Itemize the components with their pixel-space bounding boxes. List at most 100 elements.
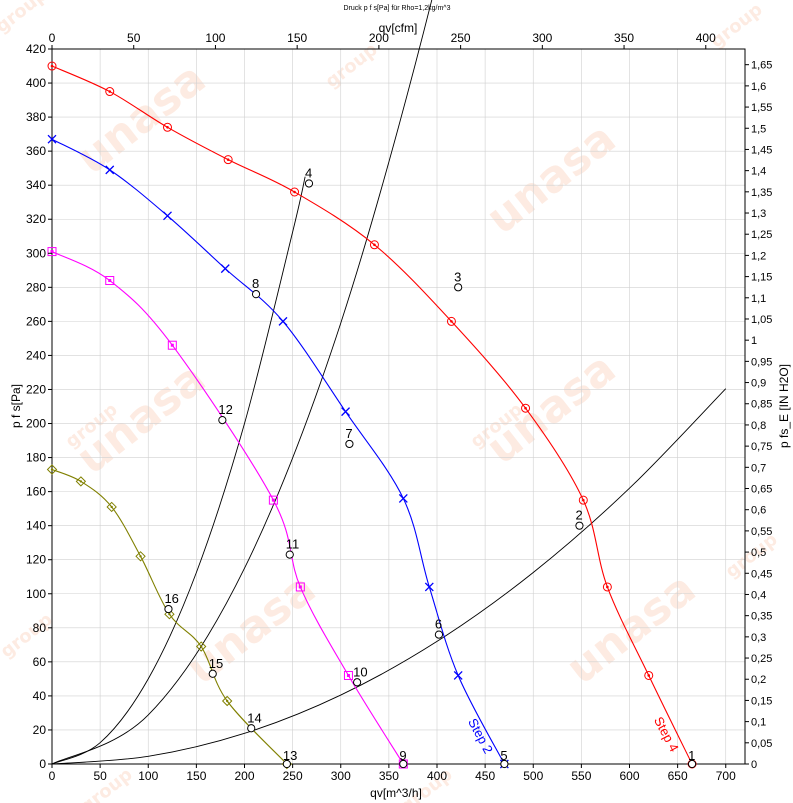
operating-point-marker (247, 724, 256, 733)
series-point (268, 495, 278, 505)
series-point (106, 501, 117, 513)
y2-tick-label: 0,35 (751, 611, 772, 623)
series-point (105, 87, 115, 97)
operating-point-marker (304, 179, 314, 188)
y-tick-label: 420 (26, 42, 46, 56)
y2-tick-label: 1,15 (751, 272, 772, 284)
operating-point-marker (282, 759, 291, 769)
operating-point-label: 5 (500, 748, 507, 763)
chart-title: Druck p f s[Pa] für Rho=1,2kg/m^3 (344, 5, 451, 12)
y2-tick-label: 1,5 (751, 123, 766, 135)
y2-tick-label: 0,75 (751, 441, 772, 453)
operating-point-label: 16 (164, 591, 178, 606)
operating-point-marker (208, 669, 217, 678)
operating-point-label: 3 (454, 269, 461, 284)
system-curve-line (51, 0, 433, 765)
operating-point-label: 10 (353, 664, 367, 679)
x2-tick-label: 0 (49, 31, 56, 45)
series-point (164, 608, 175, 620)
series-point-center (226, 158, 230, 161)
series-point (195, 641, 207, 652)
operating-point-marker (454, 283, 463, 292)
y2-tick-label: 1,05 (751, 314, 772, 326)
series-point-center (298, 585, 302, 589)
series-point (290, 187, 300, 197)
operating-point-label: 2 (575, 508, 582, 523)
watermark-text: unasa (477, 113, 625, 244)
y-axis-title: p f s[Pa] (9, 384, 23, 428)
watermark-text: unasa (67, 53, 215, 184)
x-tick-label: 350 (379, 769, 399, 783)
series-point-center (293, 190, 296, 194)
y2-tick-label: 1,1 (751, 293, 766, 305)
series-layer (46, 61, 697, 770)
y-tick-label: 60 (33, 655, 47, 669)
series-point (47, 134, 57, 144)
operating-point-marker (164, 604, 173, 614)
y-tick-label: 0 (39, 757, 46, 771)
y-tick-label: 240 (26, 348, 46, 362)
operating-point-label: 9 (399, 748, 406, 763)
series-point-center (50, 250, 54, 254)
operating-point-label: 11 (286, 537, 300, 552)
y-tick-label: 40 (33, 689, 47, 703)
watermark-group-text: group (0, 0, 52, 37)
system-curve-line (51, 176, 306, 765)
series-point (223, 155, 233, 165)
operating-point-marker (218, 416, 227, 425)
x-tick-label: 650 (668, 769, 688, 783)
y-tick-label: 80 (33, 621, 47, 635)
y2-tick-label: 0,2 (751, 674, 766, 686)
x-tick-label: 400 (427, 769, 447, 783)
y-tick-label: 100 (26, 587, 46, 601)
y2-tick-label: 1 (751, 335, 757, 347)
series-point-center (108, 90, 112, 93)
y2-tick-label: 1,55 (751, 102, 772, 114)
series-point-center (110, 505, 113, 509)
operating-point-label: 14 (247, 710, 261, 725)
x2-tick-label: 100 (205, 31, 225, 45)
series-point-center (139, 555, 142, 558)
y2-tick-label: 1,3 (751, 208, 766, 220)
x-tick-label: 100 (138, 769, 158, 783)
plot-frame (51, 48, 746, 765)
y-tick-label: 200 (26, 417, 46, 431)
y2-axis-title: p fs_E [IN H2O] (777, 364, 791, 448)
series-point (163, 122, 172, 132)
y2-tick-label: 0 (751, 759, 757, 771)
y-tick-label: 340 (26, 178, 46, 192)
y-tick-label: 20 (33, 723, 47, 737)
series-point (644, 670, 654, 680)
series-point (424, 582, 434, 592)
y2-tick-label: 1,25 (751, 229, 772, 241)
series-point (105, 165, 115, 175)
series-point-center (168, 612, 171, 616)
series-point-center (199, 645, 203, 648)
operating-point-marker (251, 290, 261, 299)
series-point (341, 407, 351, 417)
series-point (295, 582, 305, 592)
y2-tick-label: 0,95 (751, 356, 772, 368)
y2-tick-label: 1,2 (751, 250, 766, 262)
x-tick-label: 0 (49, 769, 56, 783)
series (47, 61, 697, 769)
series-point-center (582, 498, 585, 502)
y-tick-label: 140 (26, 519, 46, 533)
operating-point-marker (353, 678, 362, 687)
x2-axis-title: qv[cfm] (379, 21, 418, 35)
y2-tick-label: 0,55 (751, 526, 772, 538)
series-point-center (606, 585, 609, 589)
x-tick-label: 250 (283, 769, 303, 783)
series-point (369, 240, 379, 250)
watermark-text: unasa (477, 343, 625, 474)
series-point (47, 247, 57, 257)
series-point (398, 493, 408, 503)
y2-tick-label: 0,5 (751, 547, 766, 559)
y2-tick-label: 1,45 (751, 144, 772, 156)
series-point (278, 316, 288, 326)
series-point (46, 464, 58, 475)
x2-tick-label: 400 (696, 31, 716, 45)
series-point (602, 582, 612, 592)
